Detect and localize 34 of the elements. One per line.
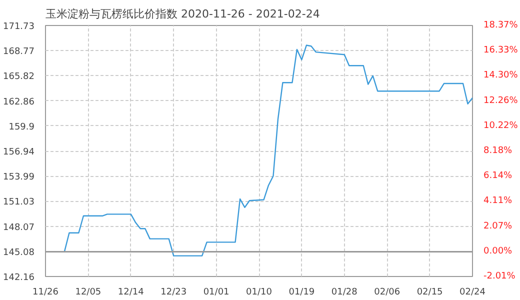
y-tick-label: 156.94 xyxy=(3,148,35,158)
y-tick-label: 162.86 xyxy=(3,97,35,108)
y2-tick-label: -2.01% xyxy=(484,272,516,282)
y-tick-label: 171.73 xyxy=(3,22,35,32)
x-tick-label: 12/23 xyxy=(160,288,187,298)
x-tick-label: 01/19 xyxy=(288,288,315,298)
y-tick-label: 165.82 xyxy=(3,72,35,82)
y2-tick-label: 2.07% xyxy=(484,221,513,232)
x-tick-label: 01/10 xyxy=(246,288,272,298)
chart-title: 玉米淀粉与瓦楞纸比价指数 2020-11-26 - 2021-02-24 xyxy=(46,8,320,20)
x-tick-label: 01/28 xyxy=(331,288,358,298)
y2-tick-label: 14.30% xyxy=(484,70,518,81)
y-tick-label: 145.08 xyxy=(3,248,35,258)
y2-tick-label: 12.26% xyxy=(484,96,518,106)
y-tick-label: 168.77 xyxy=(3,47,35,58)
x-tick-label: 11/26 xyxy=(32,288,59,298)
y2-tick-label: 8.18% xyxy=(484,146,513,156)
y2-tick-label: 6.14% xyxy=(484,171,513,182)
y-tick-label: 151.03 xyxy=(3,198,35,208)
y2-tick-label: 18.37% xyxy=(484,20,518,30)
y2-tick-label: 16.33% xyxy=(484,46,518,56)
x-tick-label: 02/15 xyxy=(416,288,443,298)
y2-tick-label: 0.00% xyxy=(484,246,513,257)
y2-tick-label: 4.11% xyxy=(484,196,513,206)
y-tick-label: 159.9 xyxy=(8,122,35,132)
x-tick-label: 02/24 xyxy=(460,288,486,298)
x-tick-label: 01/01 xyxy=(203,288,230,298)
y2-tick-label: 10.22% xyxy=(484,120,518,131)
x-tick-label: 02/06 xyxy=(374,288,400,298)
x-tick-label: 12/05 xyxy=(75,288,102,298)
y-tick-label: 142.16 xyxy=(3,273,35,283)
y-tick-label: 148.07 xyxy=(3,222,35,233)
x-tick-label: 12/14 xyxy=(118,288,144,298)
y-tick-label: 153.99 xyxy=(3,172,35,183)
